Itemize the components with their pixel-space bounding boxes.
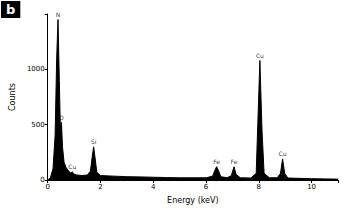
svg-text:10: 10 <box>307 183 316 191</box>
svg-text:O: O <box>59 114 64 121</box>
svg-text:Cu: Cu <box>279 150 287 157</box>
svg-text:Fe: Fe <box>213 158 220 165</box>
svg-text:Fe: Fe <box>231 158 238 165</box>
svg-text:500: 500 <box>31 121 44 129</box>
svg-text:2: 2 <box>98 183 102 191</box>
svg-text:6: 6 <box>204 183 209 191</box>
svg-text:Cu: Cu <box>68 163 76 170</box>
svg-text:N: N <box>56 11 61 18</box>
svg-text:8: 8 <box>257 183 261 191</box>
svg-text:Energy (keV): Energy (keV) <box>167 196 219 205</box>
svg-text:Cu: Cu <box>256 52 264 59</box>
svg-text:0: 0 <box>45 183 49 191</box>
svg-text:b: b <box>6 2 15 17</box>
svg-text:Counts: Counts <box>8 83 17 111</box>
svg-text:1000: 1000 <box>27 65 45 73</box>
svg-text:0: 0 <box>40 176 44 184</box>
svg-text:4: 4 <box>151 183 156 191</box>
svg-text:Si: Si <box>91 138 97 145</box>
